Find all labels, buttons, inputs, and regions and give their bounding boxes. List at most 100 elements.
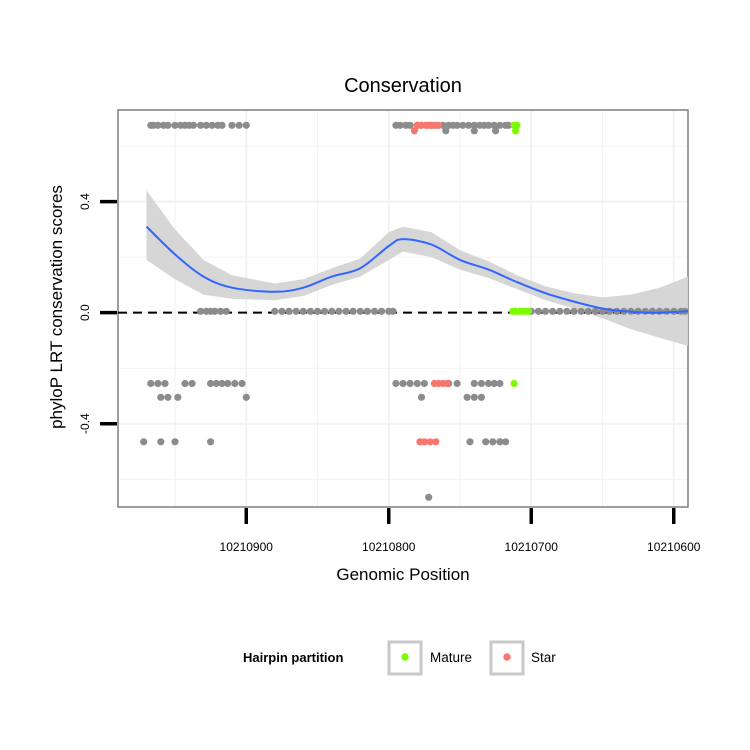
data-point-other: [549, 307, 557, 315]
data-point-other: [417, 393, 426, 401]
data-point-other: [171, 438, 179, 446]
data-point-other: [378, 307, 386, 315]
legend: Hairpin partition Mature Star: [243, 640, 556, 676]
data-point-other: [370, 307, 379, 315]
x-tick-label: 10210900: [220, 540, 274, 554]
data-point-other: [470, 127, 478, 135]
data-point-other: [648, 307, 657, 315]
data-point-other: [453, 379, 461, 388]
data-point-other: [222, 307, 230, 315]
data-point-other: [496, 121, 504, 129]
data-point-other: [207, 379, 215, 388]
data-point-other: [641, 307, 649, 315]
data-point-other: [534, 307, 543, 315]
data-point-other: [285, 307, 293, 315]
y-tick-label: 0.4: [78, 193, 92, 210]
data-point-other: [335, 307, 343, 315]
data-point-other: [306, 307, 314, 315]
data-point-other: [202, 121, 210, 129]
y-tick-label: 0.0: [78, 304, 92, 321]
data-point-star: [443, 379, 451, 388]
data-point-other: [470, 121, 478, 129]
y-axis: 0.4 0.0 -0.4: [78, 193, 117, 434]
data-point-other: [413, 379, 421, 388]
data-point-other: [389, 307, 397, 315]
data-point-other: [496, 379, 504, 388]
data-point-other: [271, 307, 279, 315]
data-point-other: [396, 121, 404, 129]
data-point-other: [224, 379, 232, 388]
x-axis-title: Genomic Position: [336, 565, 469, 584]
data-point-other: [399, 379, 407, 388]
data-point-other: [321, 307, 329, 315]
data-point-mature: [511, 127, 520, 135]
data-point-other: [140, 438, 148, 446]
data-point-other: [299, 307, 307, 315]
data-point-other: [164, 393, 172, 401]
data-point-other: [420, 379, 428, 388]
y-tick-label: -0.4: [78, 413, 92, 434]
data-point-other: [663, 307, 671, 315]
data-point-other: [207, 438, 215, 446]
data-point-other: [470, 393, 478, 401]
data-point-other: [292, 307, 300, 315]
data-point-other: [459, 121, 467, 129]
data-point-other: [406, 121, 414, 129]
data-point-other: [477, 379, 485, 388]
data-point-mature: [524, 307, 533, 315]
data-point-other: [466, 438, 474, 446]
x-tick-label: 10210600: [647, 540, 701, 554]
data-point-mature: [510, 379, 518, 388]
plot-area: [118, 121, 689, 501]
data-point-other: [189, 121, 198, 129]
data-point-other: [154, 121, 162, 129]
data-point-other: [356, 307, 364, 315]
data-point-other: [492, 127, 500, 135]
data-point-other: [490, 379, 498, 388]
data-point-star: [435, 121, 443, 129]
data-point-other: [577, 307, 585, 315]
data-point-mature: [513, 121, 521, 129]
legend-label-star: Star: [531, 650, 556, 665]
data-point-other: [442, 127, 450, 135]
data-point-other: [477, 393, 485, 401]
data-point-star: [426, 438, 434, 446]
data-point-other: [231, 379, 239, 388]
x-tick-label: 10210700: [505, 540, 559, 554]
legend-title: Hairpin partition: [243, 650, 343, 665]
data-point-other: [174, 393, 182, 401]
data-point-other: [489, 438, 497, 446]
data-point-other: [463, 393, 471, 401]
data-point-other: [591, 307, 600, 315]
data-point-other: [502, 438, 510, 446]
data-point-other: [556, 307, 564, 315]
data-point-other: [157, 438, 165, 446]
data-point-other: [342, 307, 350, 315]
data-point-other: [217, 307, 225, 315]
data-point-other: [349, 307, 357, 315]
data-point-other: [363, 307, 371, 315]
x-axis: 10210900 10210800 10210700 10210600: [220, 508, 701, 554]
data-point-other: [157, 393, 165, 401]
data-point-other: [425, 493, 433, 501]
data-point-other: [504, 121, 513, 129]
data-point-other: [584, 307, 592, 315]
legend-marker-mature: [401, 653, 409, 661]
data-point-other: [197, 121, 205, 129]
data-point-other: [147, 379, 155, 388]
data-point-other: [496, 438, 504, 446]
data-point-other: [470, 379, 478, 388]
data-point-other: [484, 121, 493, 129]
data-point-other: [242, 121, 250, 129]
data-point-star: [420, 438, 428, 446]
data-point-other: [242, 393, 250, 401]
data-point-other: [570, 307, 578, 315]
data-point-other: [228, 121, 236, 129]
legend-label-mature: Mature: [430, 650, 472, 665]
data-point-other: [392, 379, 400, 388]
data-point-other: [164, 121, 172, 129]
data-point-other: [154, 379, 162, 388]
data-point-other: [197, 307, 205, 315]
